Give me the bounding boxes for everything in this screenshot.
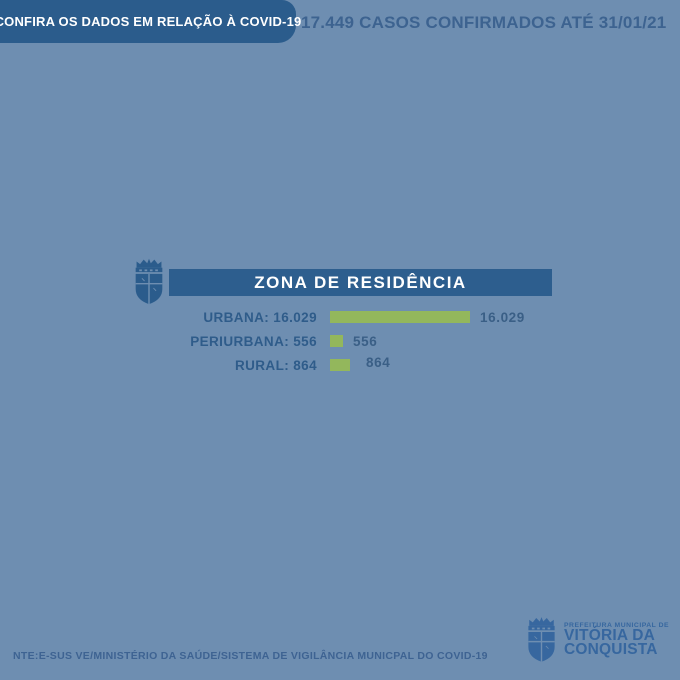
bar-value: 556: [353, 333, 378, 349]
chart-row-rural: RURAL: 864 864: [0, 353, 680, 377]
confirmed-cases-headline: 17.449 CASOS CONFIRMADOS ATÉ 31/01/21: [301, 12, 667, 32]
top-banner-label: CONFIRA OS DADOS EM RELAÇÃO À COVID-19: [0, 14, 302, 29]
logo-line-prefeitura: PREFEITURA MUNICIPAL DE: [564, 622, 670, 629]
prefeitura-logo: PREFEITURA MUNICIPAL DE VITÓRIA DA CONQU…: [524, 613, 669, 670]
bar-chart: URBANA: 16.029 16.029 PERIURBANA: 556 55…: [0, 305, 680, 377]
chart-title: ZONA DE RESIDÊNCIA: [254, 272, 467, 292]
logo-line-conquista: CONQUISTA: [564, 641, 658, 658]
bar-label: URBANA: 16.029: [203, 309, 317, 325]
prefeitura-logo-text: PREFEITURA MUNICIPAL DE VITÓRIA DA CONQU…: [564, 622, 669, 670]
bar-value: 864: [366, 354, 391, 370]
coat-of-arms-icon: [524, 613, 559, 670]
bar-value: 16.029: [480, 309, 525, 325]
chart-title-bar: ZONA DE RESIDÊNCIA: [169, 269, 552, 296]
chart-row-periurbana: PERIURBANA: 556 556: [0, 329, 680, 353]
logo-line-vitoria: VITÓRIA DA: [564, 627, 655, 644]
bar-urbana: [330, 311, 470, 323]
bar-label: RURAL: 864: [234, 357, 317, 373]
coat-of-arms-icon: [130, 257, 168, 305]
bar-periurbana: [330, 335, 343, 347]
data-source-text: NTE:E-SUS VE/MINISTÉRIO DA SAÚDE/SISTEMA…: [13, 650, 488, 662]
top-banner: CONFIRA OS DADOS EM RELAÇÃO À COVID-19: [0, 0, 301, 43]
chart-row-urbana: URBANA: 16.029 16.029: [0, 305, 680, 329]
bar-label: PERIURBANA: 556: [190, 333, 317, 349]
bar-rural: [330, 359, 350, 371]
